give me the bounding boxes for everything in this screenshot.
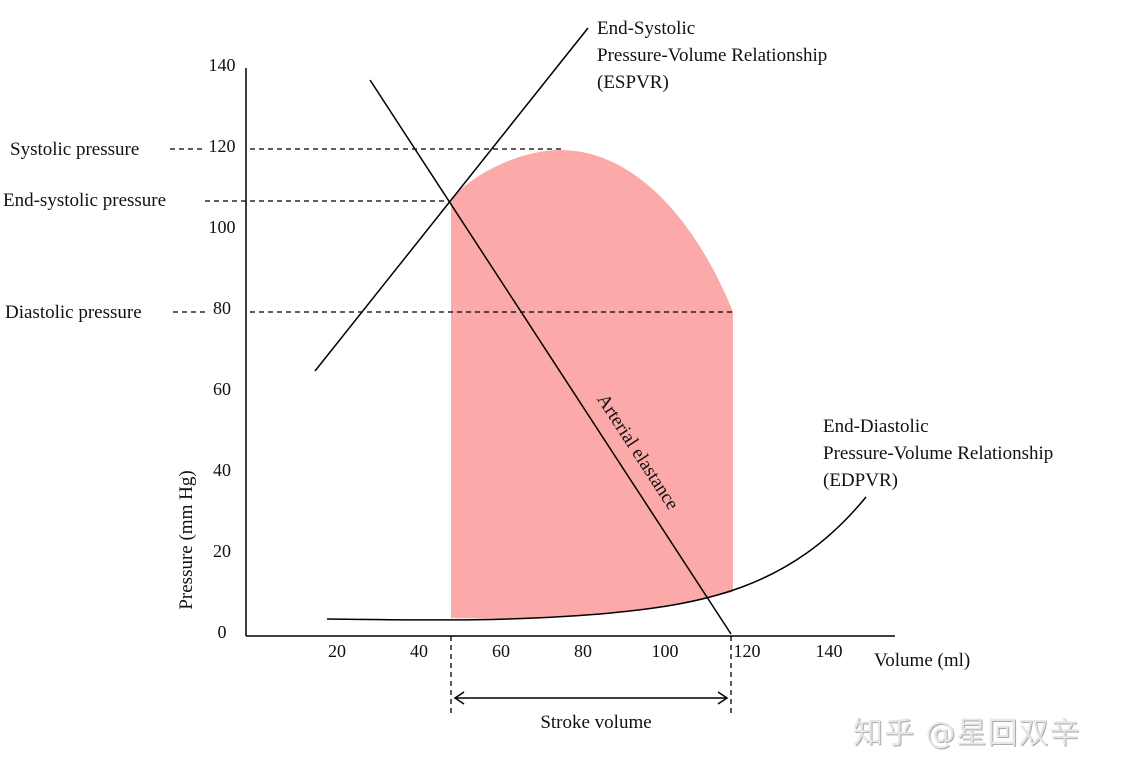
y-tick-label: 140 [209, 55, 236, 75]
svg-text:Pressure-Volume Relationship: Pressure-Volume Relationship [597, 45, 827, 66]
x-tick-label: 20 [328, 641, 346, 661]
stroke-volume-arrow [453, 691, 729, 705]
x-tick-label: 80 [574, 641, 592, 661]
watermark: 知乎 @星回双辛 [853, 716, 1081, 751]
y-tick-label: 120 [209, 136, 236, 156]
espvr-line [314, 27, 589, 372]
x-tick-label: 100 [652, 641, 679, 661]
x-ticks: 20 40 60 80 100 120 140 [328, 641, 843, 661]
x-tick-label: 140 [816, 641, 843, 661]
edpvr-label: End-Diastolic Pressure-Volume Relationsh… [823, 416, 1053, 491]
y-tick-label: 60 [213, 379, 231, 399]
x-tick-label: 120 [734, 641, 761, 661]
svg-text:Pressure-Volume Relationship: Pressure-Volume Relationship [823, 443, 1053, 464]
dashed-guides [170, 148, 733, 714]
end-systolic-pressure-label: End-systolic pressure [3, 190, 166, 211]
svg-text:(ESPVR): (ESPVR) [597, 72, 669, 93]
svg-text:End-Systolic: End-Systolic [597, 18, 695, 39]
espvr-label: End-Systolic Pressure-Volume Relationshi… [597, 18, 827, 93]
x-tick-label: 60 [492, 641, 510, 661]
y-tick-label: 100 [209, 217, 236, 237]
x-axis-label: Volume (ml) [874, 650, 970, 671]
diastolic-pressure-label: Diastolic pressure [5, 302, 142, 323]
y-tick-label: 40 [213, 460, 231, 480]
edpvr-curve [326, 496, 867, 621]
arterial-elastance-line [369, 79, 732, 635]
svg-text:(EDPVR): (EDPVR) [823, 470, 898, 491]
systolic-pressure-label: Systolic pressure [10, 139, 139, 160]
y-tick-label: 80 [213, 298, 231, 318]
y-tick-label: 20 [213, 541, 231, 561]
x-tick-label: 40 [410, 641, 428, 661]
y-ticks: 0 20 40 60 80 100 120 140 [209, 55, 236, 642]
svg-text:End-Diastolic: End-Diastolic [823, 416, 929, 437]
pv-loop-area [451, 150, 733, 619]
y-tick-label: 0 [218, 622, 227, 642]
y-axis-label: Pressure (mm Hg) [176, 470, 197, 609]
stroke-volume-label: Stroke volume [540, 712, 651, 733]
